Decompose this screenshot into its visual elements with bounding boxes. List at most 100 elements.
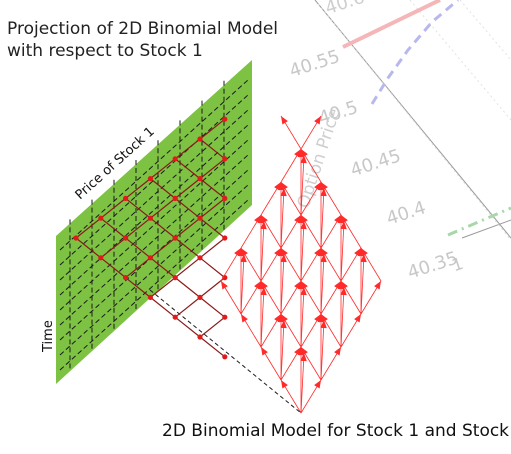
arrow-head <box>314 380 321 389</box>
arrow-head <box>281 116 288 125</box>
arrow-head <box>254 215 261 224</box>
chart-tick-label: 40.4 <box>384 197 429 229</box>
arrow-head <box>361 248 368 257</box>
tree-edge <box>150 296 176 318</box>
grid-price-line <box>59 184 249 356</box>
chart-tick-label: 40.55 <box>287 46 342 82</box>
tree-edge <box>125 197 151 219</box>
grid-price-line <box>59 124 249 296</box>
arrow-head <box>320 254 327 263</box>
tree-node <box>172 314 178 320</box>
arrow-head <box>240 254 247 263</box>
tree-node <box>73 235 79 241</box>
arrow-head <box>241 314 248 323</box>
background-option-price-chart: 40.6 40.55 40.5 40.45 40.4 40.35 1 Optio… <box>287 0 511 284</box>
tree-edge <box>174 296 201 318</box>
diagram-title: Projection of 2D Binomial Model with res… <box>7 18 278 62</box>
arrow-head <box>280 188 287 197</box>
arrow-head <box>334 215 341 224</box>
chart-grid-line <box>459 0 511 61</box>
arrow-head <box>274 314 281 323</box>
arrow-edge <box>340 220 345 282</box>
tree-edge <box>199 316 226 338</box>
arrow-head <box>274 248 281 257</box>
arrow-head <box>374 281 381 290</box>
arrow-head <box>221 281 228 290</box>
tree-edge <box>199 197 226 219</box>
tree-edge <box>125 178 151 199</box>
arrow-head <box>281 182 288 191</box>
projection-grid <box>59 79 249 372</box>
tree-edge <box>174 197 201 219</box>
chart-tick-label: 40.45 <box>348 145 403 181</box>
arrow-edge <box>340 286 345 348</box>
title-line-1: Projection of 2D Binomial Model <box>7 19 278 39</box>
grid-price-line <box>59 109 249 281</box>
chart-tick-label: 1 <box>450 254 466 276</box>
arrow-edge <box>240 253 245 315</box>
arrow-head <box>300 287 307 296</box>
arrow-edge <box>320 253 325 315</box>
tree-edge <box>199 336 226 358</box>
tree-node <box>197 334 203 340</box>
tree-edge <box>100 237 126 259</box>
tree-edge <box>199 158 226 180</box>
arrow-head <box>354 314 361 323</box>
tree-edge <box>150 178 176 199</box>
tree-node <box>123 195 129 201</box>
tree-edge <box>199 217 226 239</box>
arrow-head <box>334 281 341 290</box>
chart-tick-label: 40.6 <box>323 0 368 19</box>
tree-edge <box>199 138 226 160</box>
arrow-head <box>301 347 308 356</box>
arrow-head <box>314 248 321 257</box>
arrow-head <box>260 287 267 296</box>
arrow-head <box>294 215 301 224</box>
tree-edge <box>199 296 226 318</box>
tree-node <box>147 255 153 261</box>
tree-edge <box>75 217 102 239</box>
tree-edge <box>174 217 201 239</box>
tree-edge <box>174 257 201 279</box>
binomial-tree-2d <box>73 116 228 360</box>
arrow-head <box>321 248 328 257</box>
tree-node <box>172 275 178 281</box>
tree-edge <box>174 316 201 338</box>
arrow-edge <box>320 187 325 249</box>
tree-edge <box>174 178 201 199</box>
arrow-head <box>300 221 307 230</box>
arrow-head <box>261 281 268 290</box>
arrow-head <box>301 149 308 158</box>
tree-node <box>123 235 129 241</box>
grid-price-line <box>59 79 249 251</box>
arrow-head <box>354 248 361 257</box>
arrow-edge <box>300 286 305 348</box>
chart-series-line-2 <box>370 0 459 105</box>
arrow-edge <box>260 220 265 282</box>
arrow-edge <box>280 253 285 315</box>
tree-edge <box>150 237 176 259</box>
arrow-head <box>281 380 288 389</box>
tree-node <box>197 255 203 261</box>
grid-price-line <box>59 169 249 341</box>
tree-node <box>98 215 104 221</box>
arrow-head <box>234 248 241 257</box>
tree-node <box>222 354 228 360</box>
binomial-tree-3d <box>220 115 382 414</box>
arrow-head <box>341 281 348 290</box>
arrow-head <box>321 182 328 191</box>
arrow-head <box>280 254 287 263</box>
tree-edge <box>174 237 201 259</box>
tree-edge <box>199 178 226 199</box>
tree-edge <box>150 217 176 239</box>
tree-node <box>147 176 153 182</box>
tree-node <box>197 215 203 221</box>
arrow-head <box>274 182 281 191</box>
grid-price-line <box>59 94 249 266</box>
arrow-head <box>301 281 308 290</box>
tree-node <box>197 176 203 182</box>
arrow-head <box>341 215 348 224</box>
tree-edge <box>125 257 151 279</box>
time-axis-label: Time <box>41 320 56 353</box>
tree-node <box>197 136 203 142</box>
